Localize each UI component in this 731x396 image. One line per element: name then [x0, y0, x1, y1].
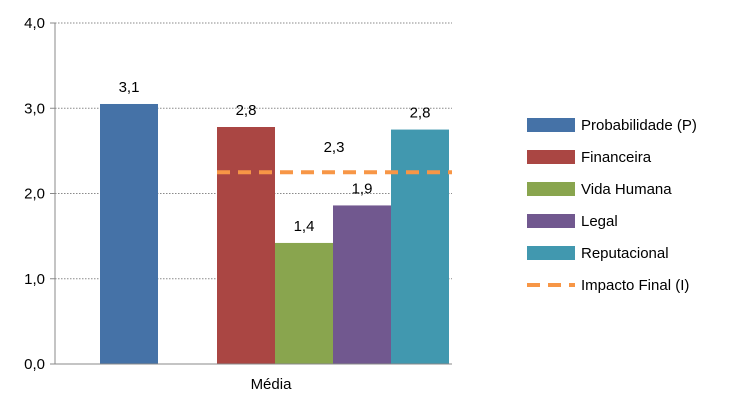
y-tick-label: 3,0: [24, 100, 45, 117]
bar-legal: [333, 205, 391, 364]
legend-swatch: [527, 246, 575, 260]
bar-reputacional: [391, 129, 449, 364]
legend-swatch: [527, 214, 575, 228]
legend-swatch: [527, 150, 575, 164]
legend-label: Impacto Final (I): [581, 277, 689, 294]
bar-probabilidade-p: [100, 103, 158, 365]
y-tick-label: 4,0: [24, 15, 45, 32]
line-label: 2,3: [324, 139, 345, 156]
y-tick-labels: 0,0 1,0 2,0 3,0 4,0: [24, 15, 45, 373]
y-tick-label: 1,0: [24, 271, 45, 288]
legend-label: Probabilidade (P): [581, 117, 697, 134]
data-label: 1,9: [352, 180, 373, 197]
category-label: Média: [251, 376, 293, 393]
bar-financeira: [217, 127, 275, 364]
legend-label: Financeira: [581, 149, 652, 166]
data-label: 2,8: [236, 102, 257, 119]
legend-swatch: [527, 118, 575, 132]
legend-label: Vida Humana: [581, 181, 672, 198]
data-labels: 3,1 2,8 1,4 1,9 2,8 2,3: [119, 79, 431, 235]
category-labels: Média: [251, 376, 293, 393]
axes: [50, 22, 452, 365]
bar-vida-humana: [275, 242, 333, 364]
y-tick-label: 0,0: [24, 356, 45, 373]
y-tick-label: 2,0: [24, 186, 45, 203]
data-label: 2,8: [410, 105, 431, 122]
legend: Probabilidade (P) Financeira Vida Humana Le…: [527, 117, 697, 294]
bars: [100, 103, 449, 365]
data-label: 3,1: [119, 79, 140, 96]
legend-label: Reputacional: [581, 245, 669, 262]
data-label: 1,4: [294, 218, 315, 235]
legend-swatch: [527, 182, 575, 196]
legend-label: Legal: [581, 213, 618, 230]
